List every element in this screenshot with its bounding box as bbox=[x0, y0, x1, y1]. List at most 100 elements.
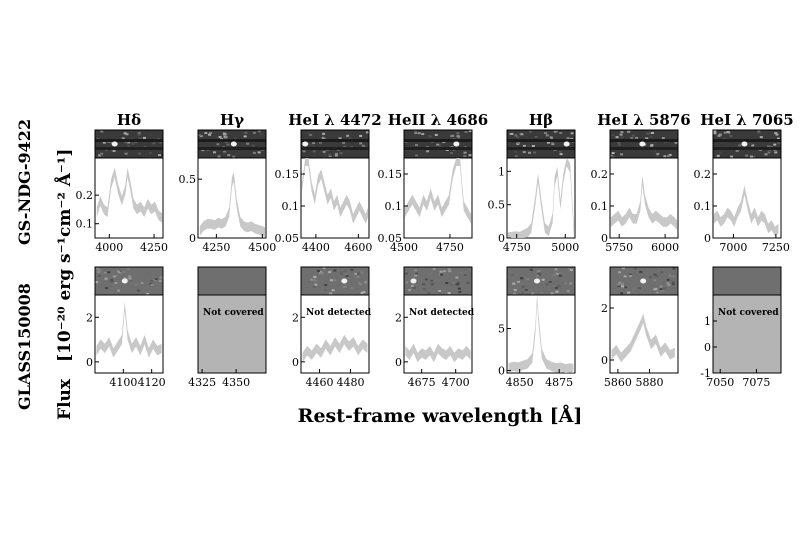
strip-noise bbox=[414, 274, 418, 277]
strip-noise bbox=[148, 151, 152, 154]
strip-noise bbox=[550, 141, 554, 144]
y-tick-label: 0 bbox=[704, 232, 711, 245]
error-band bbox=[405, 343, 471, 363]
strip-noise bbox=[672, 275, 676, 278]
strip-noise bbox=[517, 292, 521, 295]
strip-noise bbox=[620, 292, 624, 295]
strip-noise bbox=[668, 154, 672, 157]
strip-noise bbox=[751, 144, 755, 147]
strip-noise bbox=[333, 279, 337, 282]
strip-noise bbox=[757, 130, 761, 133]
y-tick-label: 2 bbox=[292, 311, 299, 324]
strip-noise bbox=[426, 150, 430, 153]
strip-noise bbox=[159, 141, 163, 144]
strip-noise bbox=[154, 278, 158, 281]
strip-noise bbox=[522, 151, 526, 154]
strip-noise bbox=[633, 267, 637, 270]
strip-noise bbox=[631, 288, 635, 291]
strip-noise bbox=[719, 151, 723, 154]
strip-noise bbox=[631, 134, 635, 137]
strip-noise bbox=[438, 145, 442, 148]
panel-r1c4: 4850 4875 0 5 bbox=[498, 267, 576, 389]
strip-noise bbox=[157, 154, 161, 157]
strip-noise bbox=[567, 267, 571, 270]
strip-noise bbox=[517, 280, 521, 283]
strip-noise bbox=[447, 268, 451, 271]
strip-noise bbox=[655, 275, 659, 278]
strip-noise bbox=[314, 283, 318, 286]
strip-noise bbox=[617, 143, 621, 146]
strip-noise bbox=[422, 283, 426, 286]
x-tick-label: 4750 bbox=[436, 241, 464, 254]
strip-noise bbox=[153, 136, 157, 139]
strip-noise bbox=[615, 136, 619, 139]
strip-noise bbox=[464, 267, 468, 270]
y-tick-label: 0 bbox=[395, 356, 402, 369]
spectrum-2d-strip bbox=[712, 129, 782, 159]
strip-noise bbox=[150, 283, 154, 286]
strip-noise bbox=[428, 135, 432, 138]
row-label-glass150008: GLASS150008 bbox=[15, 283, 34, 410]
strip-emission-spot bbox=[741, 141, 748, 147]
panel-note: Not detected bbox=[409, 308, 475, 318]
strip-noise bbox=[199, 135, 203, 138]
x-tick-label: 7250 bbox=[762, 241, 790, 254]
strip-noise bbox=[201, 149, 205, 152]
strip-noise bbox=[526, 277, 530, 280]
strip-noise bbox=[620, 131, 624, 134]
error-band bbox=[713, 185, 779, 237]
strip-noise bbox=[463, 151, 467, 154]
strip-noise bbox=[529, 130, 533, 133]
y-tick-label: 0 bbox=[704, 341, 711, 354]
strip-noise bbox=[117, 289, 121, 292]
strip-noise bbox=[729, 135, 733, 138]
strip-noise bbox=[566, 290, 570, 293]
y-tick-label: 0.2 bbox=[694, 168, 712, 181]
x-tick-label: 5880 bbox=[636, 376, 664, 389]
panel-r0c2: HeI λ 4472 4400 4600 0.05 0.1 0.15 bbox=[275, 111, 382, 254]
strip-noise bbox=[776, 137, 780, 140]
strip-band bbox=[610, 147, 678, 150]
strip-noise bbox=[259, 133, 263, 136]
strip-noise bbox=[531, 145, 535, 148]
strip-noise bbox=[521, 291, 525, 294]
x-tick-label: 4250 bbox=[202, 241, 230, 254]
strip-noise bbox=[557, 285, 561, 288]
y-tick-label: 0.1 bbox=[694, 200, 712, 213]
panel-r1c1: Not covered 4325 4350 bbox=[188, 266, 267, 389]
strip-noise bbox=[313, 279, 317, 282]
strip-noise bbox=[445, 282, 449, 285]
y-tick-label: 0.1 bbox=[76, 218, 94, 231]
strip-noise bbox=[650, 145, 654, 148]
strip-noise bbox=[466, 281, 470, 284]
strip-noise bbox=[150, 279, 154, 282]
y-tick-label: 0.5 bbox=[179, 173, 197, 186]
strip-noise bbox=[767, 151, 771, 154]
strip-noise bbox=[554, 286, 558, 289]
strip-noise bbox=[611, 134, 615, 137]
strip-noise bbox=[309, 143, 313, 146]
strip-noise bbox=[451, 281, 455, 284]
strip-noise bbox=[442, 289, 446, 292]
strip-noise bbox=[223, 151, 227, 154]
strip-noise bbox=[128, 277, 132, 280]
strip-noise bbox=[723, 131, 727, 134]
strip-noise bbox=[138, 137, 142, 140]
spectrum-2d-strip bbox=[197, 266, 267, 296]
strip-noise bbox=[140, 290, 144, 293]
plot-frame bbox=[712, 294, 782, 374]
strip-noise bbox=[610, 154, 614, 157]
strip-noise bbox=[126, 268, 130, 271]
strip-noise bbox=[110, 280, 114, 283]
strip-noise bbox=[522, 144, 526, 147]
strip-noise bbox=[667, 284, 671, 287]
strip-noise bbox=[538, 271, 542, 274]
strip-noise bbox=[511, 274, 515, 277]
strip-noise bbox=[414, 269, 418, 272]
strip-noise bbox=[354, 272, 358, 275]
strip-noise bbox=[131, 142, 135, 145]
strip-noise bbox=[464, 131, 468, 134]
strip-noise bbox=[464, 274, 468, 277]
strip-noise bbox=[655, 291, 659, 294]
strip-noise bbox=[98, 154, 102, 157]
